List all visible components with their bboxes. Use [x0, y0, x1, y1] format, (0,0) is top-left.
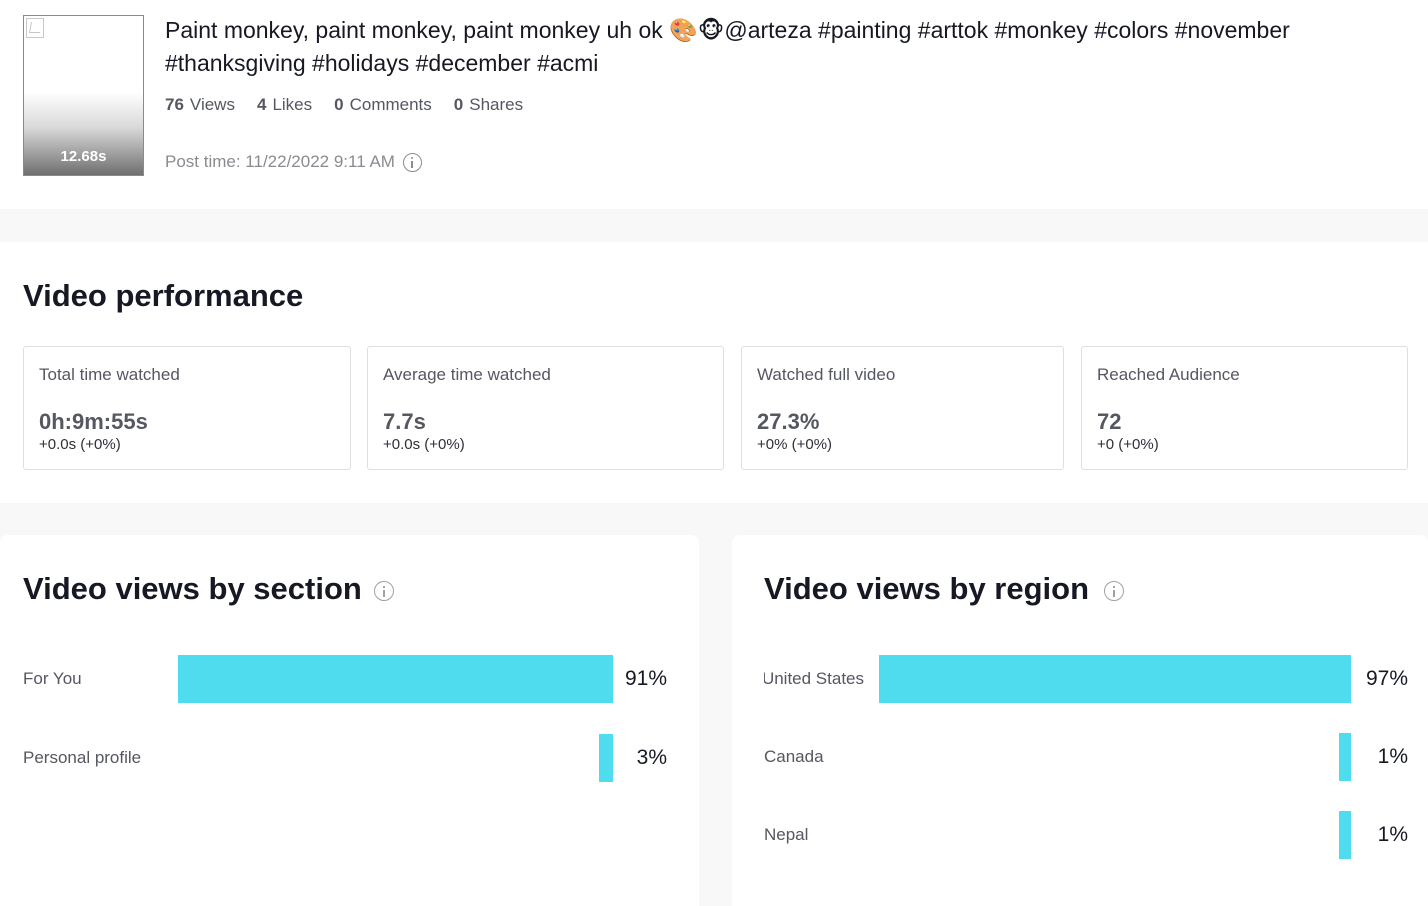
views-by-section-card: Video views by section For You 91% Persona…: [0, 535, 699, 906]
video-thumbnail[interactable]: 12.68s: [23, 15, 144, 176]
section-title: Video performance: [23, 278, 304, 313]
chart-title: Video views by section: [23, 571, 362, 606]
stat-likes: 4 Likes: [257, 95, 312, 115]
metric-value: 0h:9m:55s: [39, 409, 148, 434]
bar-label: Nepal: [764, 825, 809, 844]
bar[interactable]: [178, 655, 613, 703]
bar-value-label: 3%: [636, 746, 667, 769]
bar-value-label: 1%: [1377, 745, 1408, 768]
metric-card-total-time: Total time watched 0h:9m:55s +0.0s (+0%): [23, 346, 351, 470]
metric-value: 7.7s: [383, 409, 426, 434]
stat-views: 76 Views: [165, 95, 235, 115]
metric-delta: +0.0s (+0%): [39, 436, 121, 453]
stat-value: 0: [334, 95, 344, 114]
metric-value: 27.3%: [757, 409, 820, 434]
bar-row: For You 91%: [0, 655, 699, 703]
stat-label: Likes: [272, 95, 313, 114]
bar-row: United States 97%: [732, 655, 1428, 703]
broken-image-icon: [26, 18, 44, 38]
stat-shares: 0 Shares: [454, 95, 523, 115]
post-time-text: Post time: 11/22/2022 9:11 AM: [165, 152, 395, 171]
metric-label: Total time watched: [39, 365, 180, 384]
metric-delta: +0.0s (+0%): [383, 436, 465, 453]
bar-label: Canada: [764, 747, 824, 766]
metric-label: Watched full video: [757, 365, 896, 384]
stat-comments: 0 Comments: [334, 95, 432, 115]
bar-label: United States: [764, 669, 864, 688]
video-performance-section: Video performance Total time watched 0h:…: [0, 242, 1428, 503]
views-by-region-card: Video views by region United States 97% Ca…: [732, 535, 1428, 906]
metric-delta: +0 (+0%): [1097, 436, 1159, 453]
metric-label: Average time watched: [383, 365, 551, 384]
stat-label: Comments: [349, 95, 432, 114]
metric-label: Reached Audience: [1097, 365, 1240, 384]
bar[interactable]: [599, 734, 613, 782]
metric-card-watched-full: Watched full video 27.3% +0% (+0%): [741, 346, 1064, 470]
video-card: 12.68s Paint monkey, paint monkey, paint…: [0, 0, 1428, 209]
stat-value: 76: [165, 95, 184, 114]
bar-row: Personal profile 3%: [0, 734, 699, 782]
bar-label: For You: [23, 669, 82, 688]
metric-card-average-time: Average time watched 7.7s +0.0s (+0%): [367, 346, 724, 470]
bar-label: Personal profile: [23, 748, 142, 767]
info-icon[interactable]: [374, 581, 394, 601]
bar[interactable]: [879, 655, 1351, 703]
stat-value: 0: [453, 95, 464, 114]
post-time: Post time: 11/22/2022 9:11 AM: [165, 151, 422, 173]
bar-row: Nepal 1%: [732, 811, 1428, 859]
bar-row: Canada 1%: [732, 733, 1428, 781]
metric-value: 72: [1097, 409, 1122, 434]
video-stats: 76 Views 4 Likes 0 Comments 0 Shares: [165, 94, 545, 116]
video-caption: Paint monkey, paint monkey, paint monkey…: [165, 17, 1290, 76]
bar[interactable]: [1339, 733, 1351, 781]
bar-value-label: 91%: [624, 667, 667, 690]
metric-delta: +0% (+0%): [757, 436, 833, 453]
stat-value: 4: [256, 95, 267, 114]
stat-label: Shares: [469, 95, 524, 114]
info-icon[interactable]: [402, 152, 422, 172]
metric-card-reached-audience: Reached Audience 72 +0 (+0%): [1081, 346, 1408, 470]
bar-value-label: 97%: [1365, 667, 1408, 690]
video-duration: 12.68s: [60, 148, 107, 165]
stat-label: Views: [189, 95, 235, 114]
info-icon[interactable]: [1104, 581, 1124, 601]
bar-value-label: 1%: [1377, 823, 1408, 846]
chart-title: Video views by region: [764, 571, 1090, 606]
bar[interactable]: [1339, 811, 1351, 859]
